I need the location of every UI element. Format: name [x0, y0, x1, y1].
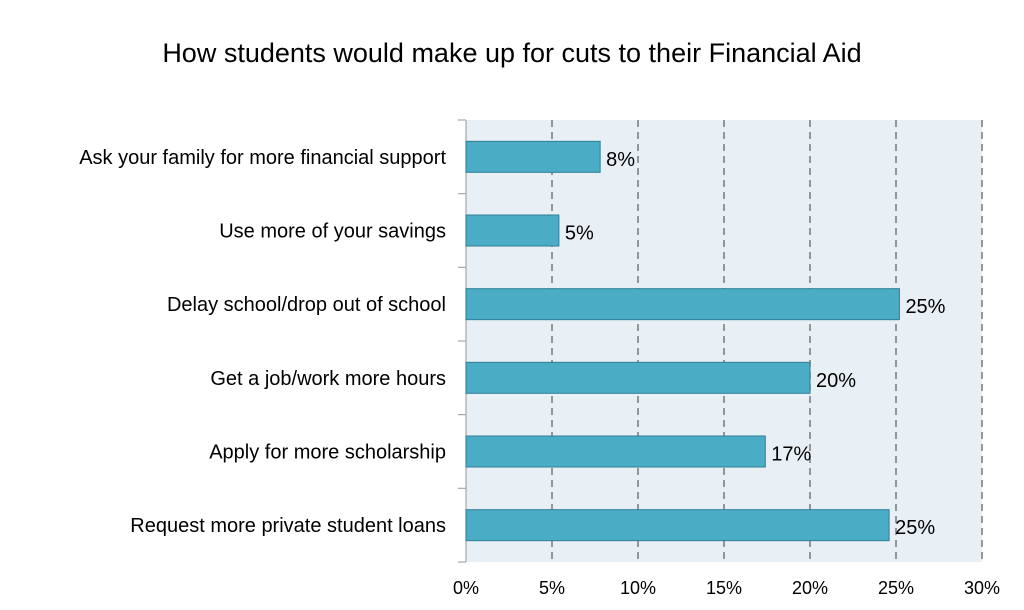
category-label: Apply for more scholarship: [209, 442, 446, 464]
data-label: 20%: [816, 370, 856, 392]
bar: [465, 361, 811, 394]
x-tick-label: 0%: [453, 578, 479, 598]
bar: [465, 214, 560, 247]
x-tick-label: 15%: [706, 578, 742, 598]
chart-title: How students would make up for cuts to t…: [162, 38, 861, 68]
bar: [465, 288, 900, 321]
data-label: 25%: [905, 296, 945, 318]
data-label: 5%: [565, 223, 594, 245]
axes: [458, 119, 467, 563]
category-label: Ask your family for more financial suppo…: [79, 147, 446, 169]
category-label: Delay school/drop out of school: [167, 294, 446, 316]
x-tick-label: 5%: [539, 578, 565, 598]
data-label: 17%: [771, 444, 811, 466]
bars: [465, 140, 900, 542]
x-tick-label: 25%: [878, 578, 914, 598]
bar: [465, 140, 601, 173]
category-label: Use more of your savings: [219, 221, 446, 243]
data-label: 8%: [606, 149, 635, 171]
category-label: Get a job/work more hours: [210, 368, 446, 390]
x-tick-label: 20%: [792, 578, 828, 598]
x-tick-label: 30%: [964, 578, 1000, 598]
data-label: 25%: [895, 517, 935, 539]
labels: 0% 5% 10% 15% 20% 25% 30% Ask your family for m…: [79, 147, 1000, 598]
x-tick-label: 10%: [620, 578, 656, 598]
bar: [465, 435, 766, 468]
gridlines: [551, 120, 983, 562]
bar: [465, 509, 890, 542]
category-label: Request more private student loans: [130, 515, 446, 537]
